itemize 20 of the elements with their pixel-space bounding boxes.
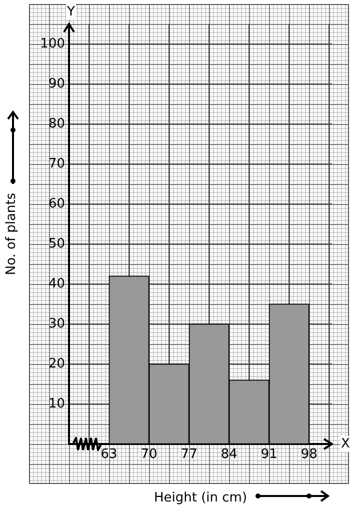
y-tick-label: 100 [40, 36, 65, 52]
y-tick-label: 50 [48, 236, 65, 252]
x-tick-label: 70 [140, 447, 158, 462]
x-axis-title: Height (in cm) [154, 490, 248, 506]
text: X [341, 436, 350, 452]
text: Y [66, 4, 76, 20]
y-tick-label: 10 [48, 396, 65, 412]
y-tick-label: 80 [48, 116, 65, 132]
x-tick-label: 91 [260, 447, 278, 462]
x-tick-label: 77 [180, 447, 198, 462]
y-tick-label: 70 [48, 156, 65, 172]
y-tick-label: 20 [48, 356, 65, 372]
y-tick-label: 90 [48, 76, 65, 92]
x-tick-label: 98 [300, 447, 318, 462]
y-tick-label: 40 [48, 276, 65, 292]
y-tick-label: 60 [48, 196, 65, 212]
x-tick-label: 63 [100, 447, 118, 462]
x-tick-label: 84 [220, 447, 238, 462]
y-tick-label: 30 [48, 316, 65, 332]
y-axis-title: No. of plants [4, 192, 20, 276]
